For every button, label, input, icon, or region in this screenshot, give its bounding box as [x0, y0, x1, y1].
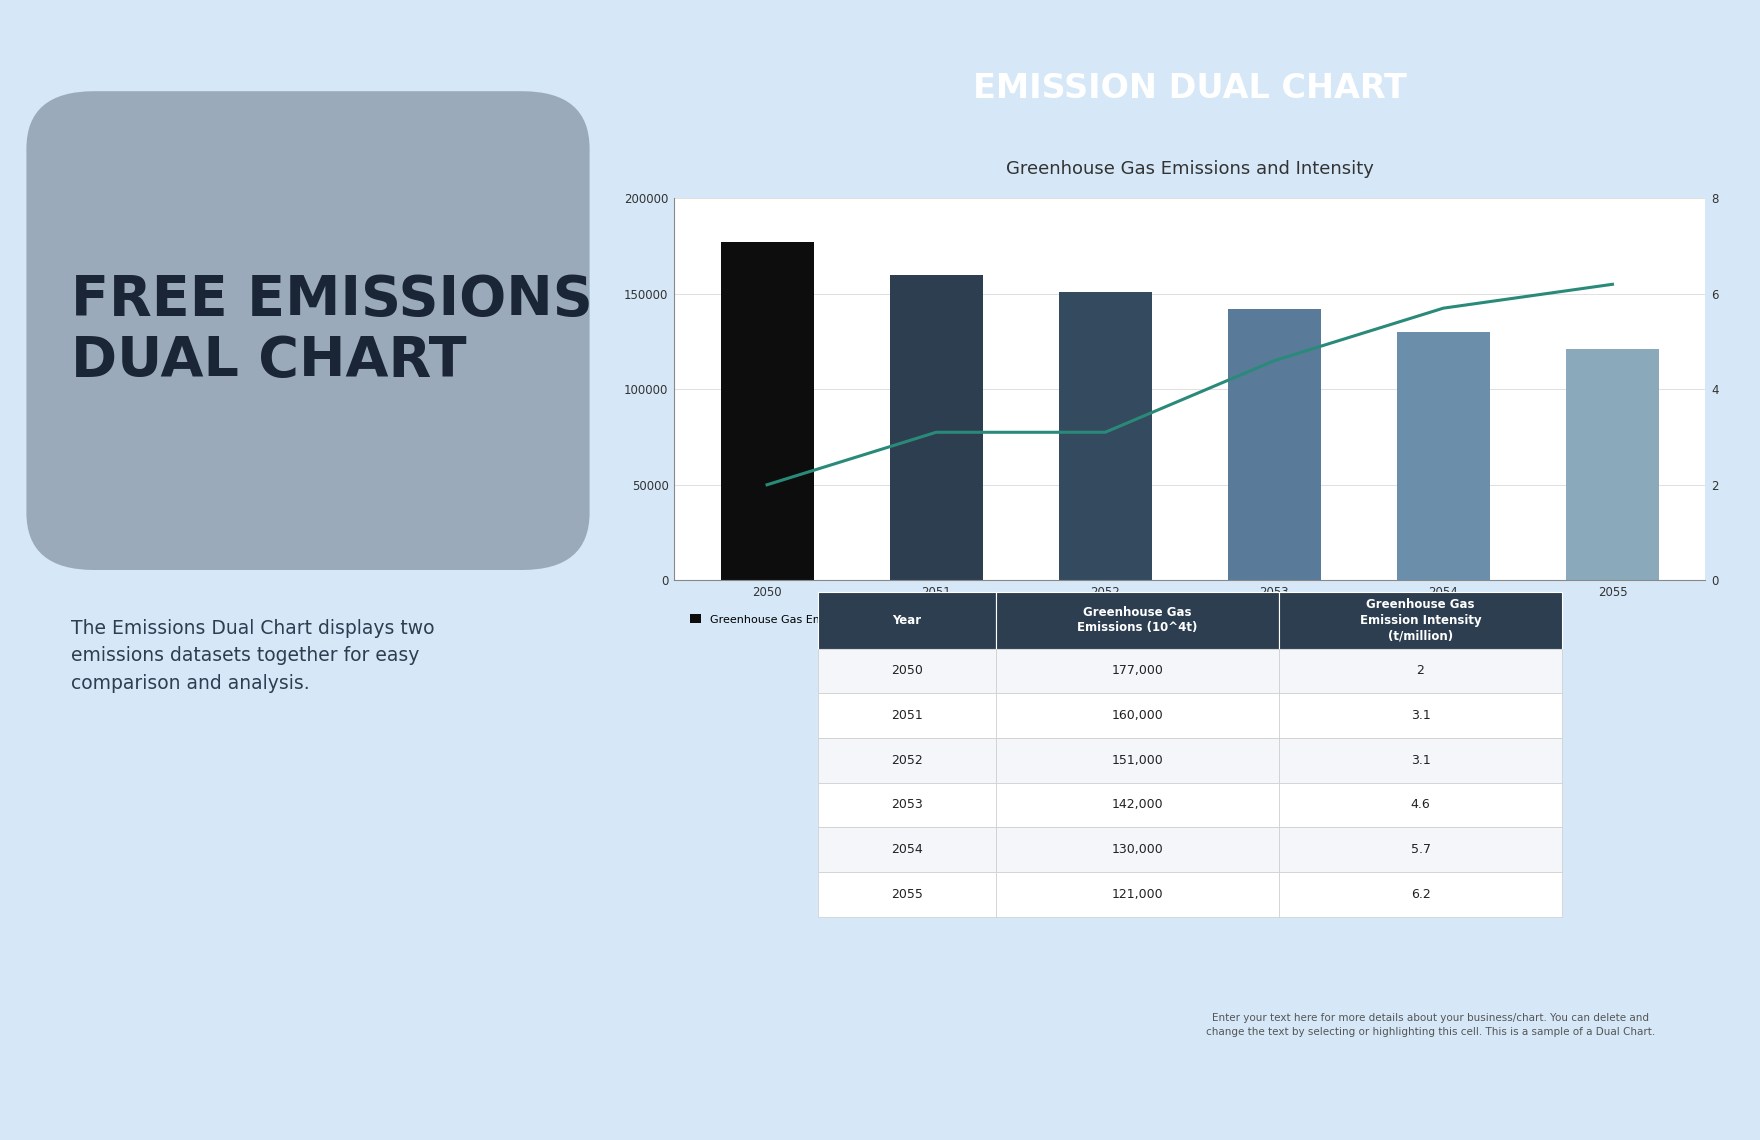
Text: Enter your text here for more details about your business/chart. You can delete : Enter your text here for more details ab…: [1206, 1012, 1654, 1037]
FancyBboxPatch shape: [996, 782, 1280, 828]
Bar: [1060, 292, 1151, 580]
Text: 2050: 2050: [891, 665, 922, 677]
Text: EMISSION DUAL CHART: EMISSION DUAL CHART: [973, 72, 1406, 105]
Text: 2055: 2055: [891, 888, 922, 901]
Text: 6.2: 6.2: [1412, 888, 1431, 901]
FancyBboxPatch shape: [818, 828, 996, 872]
Bar: [889, 275, 982, 580]
FancyBboxPatch shape: [26, 91, 590, 570]
FancyBboxPatch shape: [996, 828, 1280, 872]
FancyBboxPatch shape: [818, 782, 996, 828]
FancyBboxPatch shape: [1280, 693, 1561, 738]
FancyBboxPatch shape: [996, 592, 1280, 649]
Bar: [1228, 309, 1320, 580]
Text: 2054: 2054: [891, 844, 922, 856]
Text: 121,000: 121,000: [1112, 888, 1163, 901]
FancyBboxPatch shape: [996, 649, 1280, 693]
Text: Greenhouse Gas
Emissions (10^4t): Greenhouse Gas Emissions (10^4t): [1077, 605, 1199, 634]
Text: 2053: 2053: [891, 798, 922, 812]
FancyBboxPatch shape: [996, 738, 1280, 782]
Text: The Emissions Dual Chart displays two
emissions datasets together for easy
compa: The Emissions Dual Chart displays two em…: [72, 619, 435, 692]
Text: 2052: 2052: [891, 754, 922, 767]
Bar: [1397, 332, 1491, 580]
FancyBboxPatch shape: [818, 592, 996, 649]
Text: Greenhouse Gas Emissions and Intensity: Greenhouse Gas Emissions and Intensity: [1005, 160, 1375, 178]
Text: Year: Year: [892, 613, 922, 627]
FancyBboxPatch shape: [996, 693, 1280, 738]
FancyBboxPatch shape: [1280, 649, 1561, 693]
Text: 160,000: 160,000: [1112, 709, 1163, 722]
FancyBboxPatch shape: [1280, 592, 1561, 649]
FancyBboxPatch shape: [818, 649, 996, 693]
FancyBboxPatch shape: [818, 738, 996, 782]
Text: Greenhouse Gas
Emission Intensity
(t/million): Greenhouse Gas Emission Intensity (t/mil…: [1360, 598, 1482, 642]
Text: 3.1: 3.1: [1412, 709, 1431, 722]
FancyBboxPatch shape: [996, 872, 1280, 917]
Text: 130,000: 130,000: [1112, 844, 1163, 856]
Bar: [720, 243, 813, 580]
Text: 5.7: 5.7: [1410, 844, 1431, 856]
Text: FREE EMISSIONS
DUAL CHART: FREE EMISSIONS DUAL CHART: [72, 274, 593, 388]
FancyBboxPatch shape: [818, 693, 996, 738]
Text: 177,000: 177,000: [1112, 665, 1163, 677]
FancyBboxPatch shape: [1280, 782, 1561, 828]
FancyBboxPatch shape: [1280, 828, 1561, 872]
FancyBboxPatch shape: [1280, 872, 1561, 917]
Text: 2051: 2051: [891, 709, 922, 722]
Text: 2: 2: [1417, 665, 1424, 677]
Legend: Greenhouse Gas Emissions (10^4t), Greenhouse Gas: Greenhouse Gas Emissions (10^4t), Greenh…: [690, 614, 1033, 625]
Text: 142,000: 142,000: [1112, 798, 1163, 812]
Text: 4.6: 4.6: [1412, 798, 1431, 812]
Bar: [1566, 349, 1660, 580]
FancyBboxPatch shape: [1280, 738, 1561, 782]
Text: 151,000: 151,000: [1112, 754, 1163, 767]
FancyBboxPatch shape: [818, 872, 996, 917]
Text: 3.1: 3.1: [1412, 754, 1431, 767]
